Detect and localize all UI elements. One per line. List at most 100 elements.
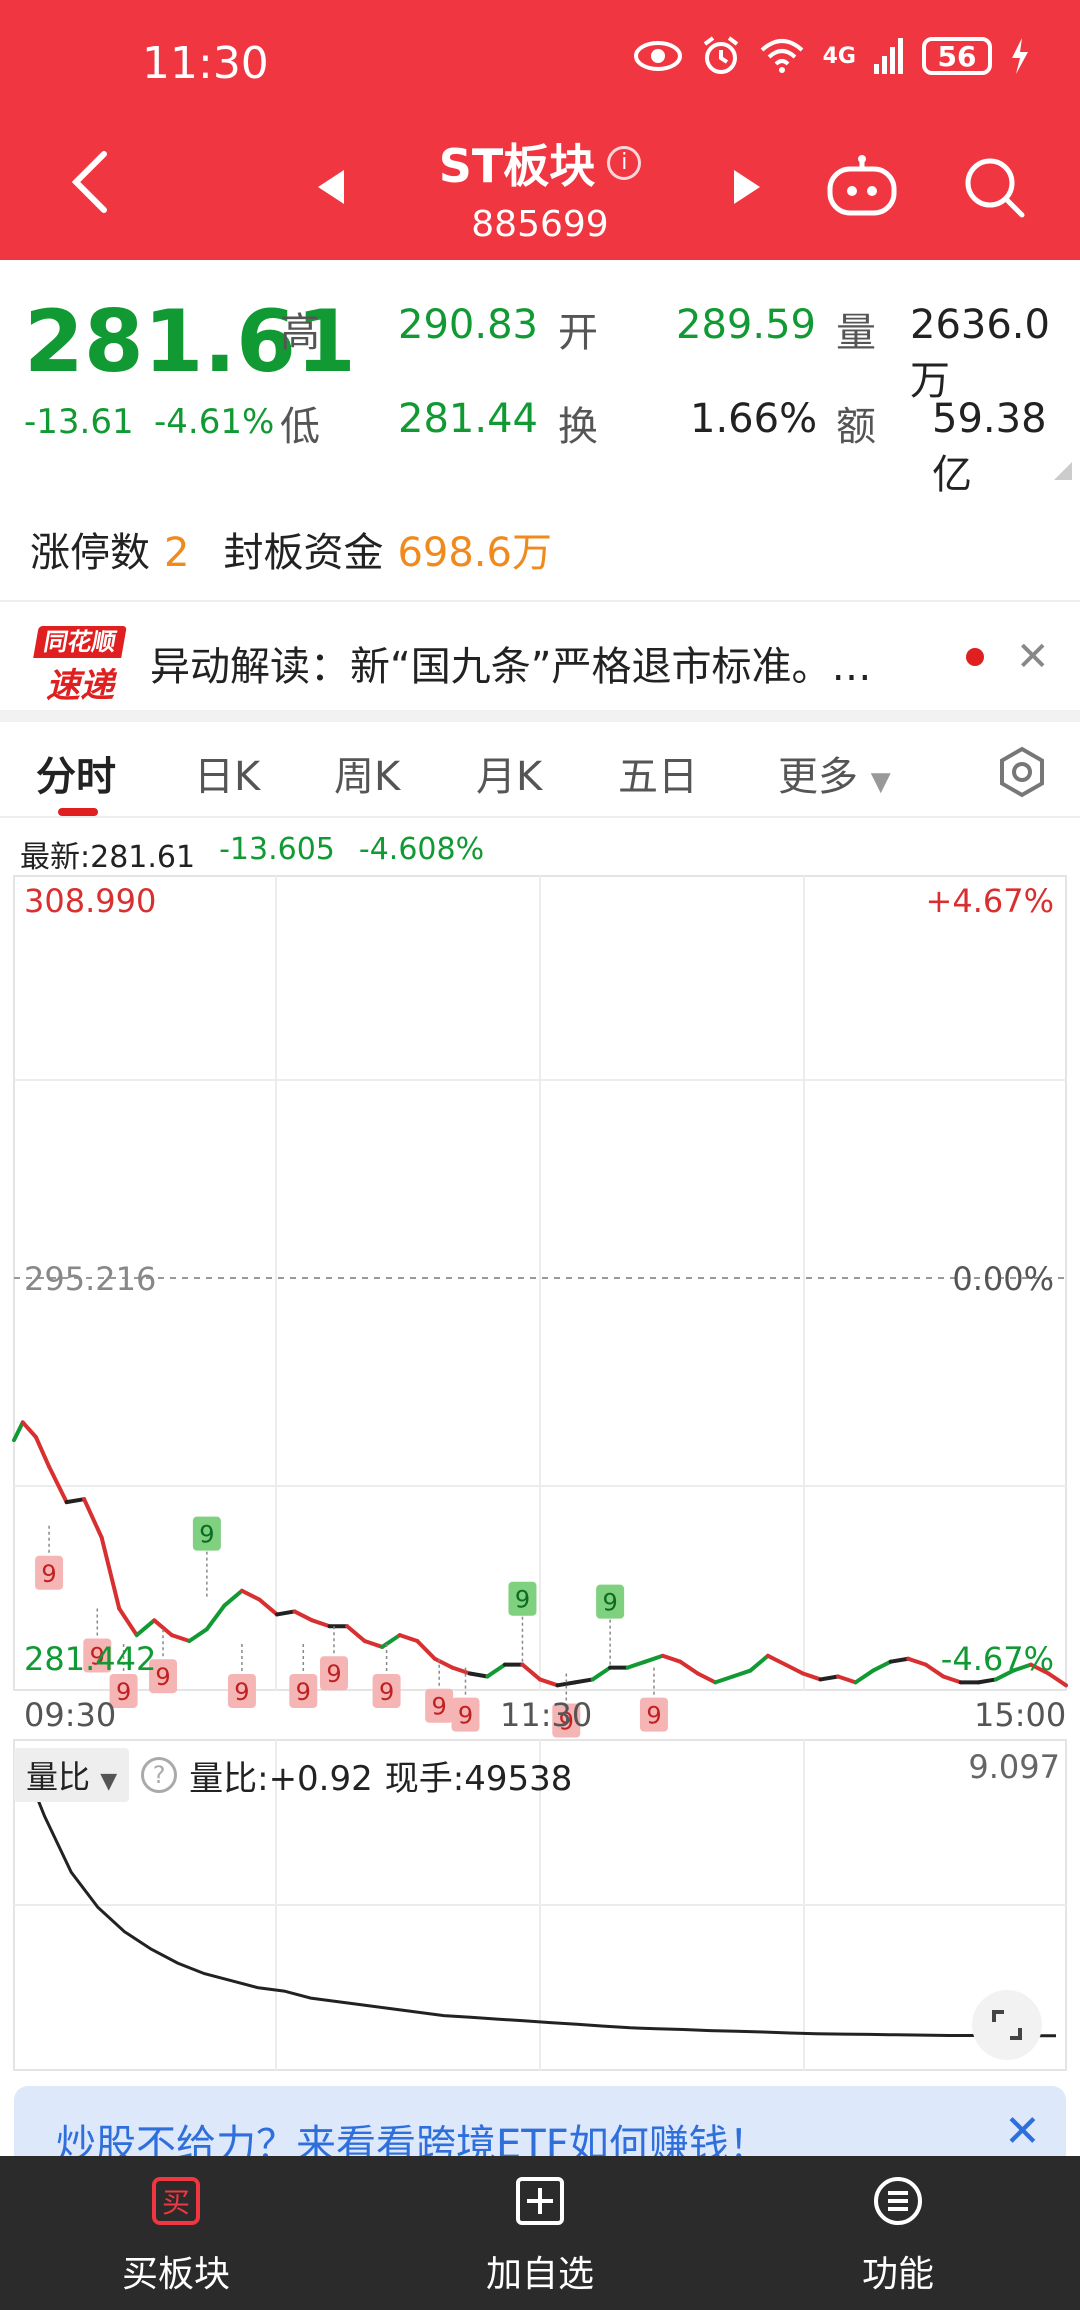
marker-box [451,1697,480,1732]
settings-icon[interactable] [996,746,1048,798]
signal-marker[interactable]: 9 [552,1673,581,1738]
tab-five-day[interactable]: 五日 [618,754,698,800]
signal-marker[interactable]: 9 [149,1629,178,1694]
marker-label: 9 [515,1586,530,1614]
marker-box [552,1703,581,1738]
tab-daily-k[interactable]: 日K [194,754,261,800]
turnover-label: 换 [558,404,598,450]
chart-tabs: 分时 日K 周K 月K 五日 更多 ▼ [0,722,1080,818]
price-line-segment [520,1662,542,1682]
signal-marker[interactable]: 9 [35,1525,64,1590]
signal-marker[interactable]: 9 [227,1643,256,1708]
charging-icon [1012,38,1028,74]
price-line-segment [415,1639,437,1661]
signal-marker[interactable]: 9 [639,1667,668,1732]
price-line-segment [20,1420,38,1440]
price-line-segment [555,1680,578,1688]
dropdown-triangle-icon: ▼ [100,1769,118,1794]
price-line-segment [169,1633,192,1644]
promo-close-icon[interactable]: ✕ [1004,2106,1041,2157]
price-line-segment [1011,1662,1033,1673]
marker-label: 9 [559,1708,574,1736]
price-line-segment [275,1609,297,1617]
price-line-segment [993,1668,1016,1682]
news-close-icon[interactable]: ✕ [1016,634,1050,680]
price-line-segment [204,1603,227,1632]
buy-sector-button[interactable]: 买 买板块 [122,2176,230,2297]
signal-marker[interactable]: 9 [83,1608,112,1673]
price-line-segment [573,1677,595,1685]
open-label: 开 [558,310,598,356]
price-line-segment [678,1659,700,1676]
indicator-select[interactable]: 量比 ▼ [14,1748,130,1802]
news-ticker[interactable]: 同花顺 速递 异动解读：新“国九条”严格退市标准。… [0,600,1080,710]
marker-label: 9 [116,1678,131,1706]
previous-sector-icon[interactable] [318,170,346,204]
eye-icon [633,41,682,71]
signal-marker[interactable]: 9 [596,1584,625,1665]
tab-more[interactable]: 更多 ▼ [778,744,891,802]
tab-intraday[interactable]: 分时 [36,754,116,800]
signal-marker[interactable]: 9 [289,1643,318,1708]
signal-marker[interactable]: 9 [508,1581,537,1662]
marker-box [149,1659,178,1694]
help-icon[interactable]: ? [141,1757,178,1793]
add-icon [516,2177,564,2225]
functions-button[interactable]: 功能 [862,2176,934,2297]
x-tick-label: 09:30 [24,1696,117,1734]
open-value: 289.59 [676,302,816,348]
fullscreen-icon [992,2010,1022,2040]
sector-code: 885699 [471,204,609,245]
signal-marker[interactable]: 9 [192,1516,221,1597]
signal-marker[interactable]: 9 [451,1667,480,1732]
battery-icon: 56 [922,37,992,75]
indicator-select-label: 量比 [26,1758,91,1796]
fullscreen-button[interactable] [972,1990,1042,2060]
info-icon[interactable]: i [607,146,642,180]
robot-assistant-icon[interactable] [826,155,898,219]
turnover-value: 1.66% [690,396,818,442]
tab-weekly-k[interactable]: 周K [334,754,401,800]
limit-up-row: 涨停数 2 封板资金 698.6万 [30,520,552,578]
price-line-segment [538,1677,560,1688]
unread-dot [966,648,984,666]
marker-box [289,1673,318,1708]
add-watchlist-button[interactable]: 加自选 [486,2176,594,2297]
signal-marker[interactable]: 9 [425,1658,454,1723]
search-icon[interactable] [962,155,1026,219]
price-line-segment [888,1656,911,1664]
marker-label: 9 [458,1702,473,1730]
price-line-segment [871,1659,893,1673]
functions-label: 功能 [862,2254,935,2295]
price-line-segment [660,1653,683,1664]
price-line-segment [467,1671,490,1679]
price-line-segment [380,1633,402,1649]
signal-marker[interactable]: 9 [319,1626,348,1691]
next-sector-icon[interactable] [732,170,760,204]
marker-label: 9 [326,1660,341,1688]
expand-corner-icon[interactable] [1054,462,1072,480]
svg-text:买: 买 [162,2186,190,2219]
price-line-segment [748,1653,770,1673]
marker-box [83,1638,112,1673]
tab-monthly-k[interactable]: 月K [476,754,543,800]
title-block: ST板块 i 885699 [380,130,700,245]
low-value: 281.44 [398,396,538,442]
price-line-segment [99,1535,122,1611]
signal-marker[interactable]: 9 [109,1643,138,1708]
price-line-segment [818,1674,841,1682]
back-icon[interactable] [70,150,110,214]
battery-level: 56 [937,39,977,73]
volume-max-label: 9.097 [968,1748,1060,1786]
price-line-segment [836,1674,858,1685]
low-label: 低 [280,404,320,450]
marker-box [639,1697,668,1732]
signal-marker[interactable]: 9 [372,1643,401,1708]
y-bottom-label: 281.442 [24,1640,157,1678]
price-line-segment [625,1659,648,1670]
pct-mid-label: 0.00% [952,1260,1054,1298]
news-text[interactable]: 异动解读：新“国九条”严格退市标准。… [150,644,872,690]
price-line-segment [345,1624,367,1644]
price-line-segment [590,1665,613,1682]
